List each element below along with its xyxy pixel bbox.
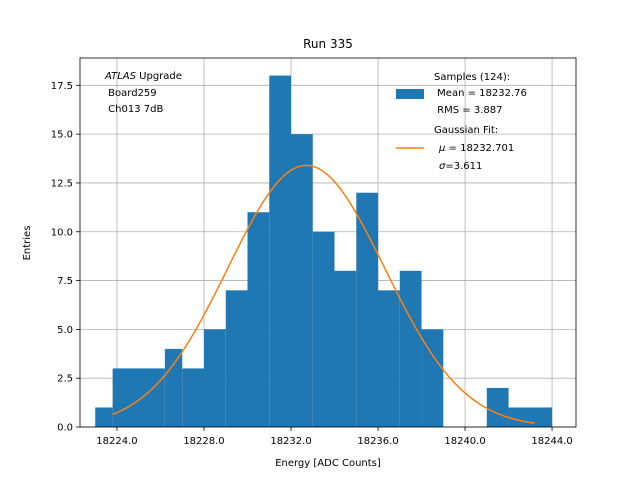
y-axis-label: Entries	[22, 226, 33, 261]
annotation-upgrade: Upgrade	[136, 71, 182, 82]
histogram-bar-16	[508, 407, 553, 427]
y-tick-label: 17.5	[51, 81, 73, 92]
gaussian-fit-curve	[112, 164, 535, 424]
chart-title: Run 335	[303, 37, 353, 51]
x-tick-label: 18236.0	[357, 436, 398, 447]
annotation-board: Board259	[105, 88, 157, 99]
atlas-annotation: ATLAS Upgrade Board259 Ch013 7dB	[104, 71, 182, 115]
histogram-bar-9	[312, 231, 335, 427]
y-tick-label: 5.0	[57, 325, 73, 336]
histogram-bar-12	[378, 290, 400, 427]
x-tick-label: 18228.0	[183, 436, 224, 447]
legend-mu-symbol: μ	[438, 143, 445, 154]
y-tick-label: 15.0	[51, 130, 73, 141]
legend-fit-sigma: σ=3.611	[439, 161, 482, 172]
plot-frame	[79, 57, 577, 428]
legend-fit-title: Gaussian Fit:	[434, 125, 498, 136]
histogram-bar-1	[112, 368, 165, 427]
y-tick-label: 7.5	[57, 276, 73, 287]
histogram-bar-14	[421, 329, 444, 427]
legend-sigma-value: =3.611	[445, 161, 482, 172]
legend-samples-swatch	[396, 89, 424, 99]
histogram-bar-0	[95, 407, 113, 427]
histogram-bars	[95, 75, 553, 428]
y-axis-ticks: 0.0 2.5 5.0 7.5 10.0 12.5 15.0 17.5	[51, 81, 80, 434]
legend: Samples (124): Mean = 18232.76 RMS = 3.8…	[396, 72, 527, 172]
histogram-bar-8	[291, 134, 313, 427]
legend-sigma-symbol: σ	[439, 161, 446, 172]
histogram-bar-7	[269, 75, 292, 428]
histogram-bar-15	[486, 387, 509, 427]
legend-samples-rms: RMS = 3.887	[434, 105, 502, 116]
histogram-bar-13	[399, 270, 422, 427]
histogram-bar-5	[225, 290, 248, 427]
y-tick-label: 0.0	[57, 423, 73, 434]
x-tick-label: 18232.0	[270, 436, 311, 447]
annotation-atlas: ATLAS	[104, 71, 137, 82]
histogram-bar-4	[204, 329, 226, 427]
histogram-bar-3	[182, 368, 204, 427]
x-tick-label: 18240.0	[444, 436, 485, 447]
legend-samples-mean: Mean = 18232.76	[434, 88, 527, 99]
histogram-bar-11	[356, 192, 379, 427]
histogram-bar-6	[247, 212, 270, 427]
y-tick-label: 12.5	[51, 178, 73, 189]
legend-samples-title: Samples (124):	[434, 72, 510, 83]
x-tick-label: 18244.0	[531, 436, 572, 447]
x-axis-label: Energy [ADC Counts]	[275, 458, 381, 469]
legend-fit-mu: μ = 18232.701	[438, 143, 514, 154]
x-tick-label: 18224.0	[96, 436, 137, 447]
annotation-line-1: ATLAS Upgrade	[104, 71, 182, 82]
histogram-bar-10	[334, 270, 357, 427]
y-tick-label: 10.0	[51, 227, 73, 238]
legend-mu-value: = 18232.701	[445, 143, 514, 154]
y-tick-label: 2.5	[57, 374, 73, 385]
annotation-channel: Ch013 7dB	[105, 104, 163, 115]
histogram-bar-2	[164, 348, 183, 427]
x-axis-ticks: 18224.0 18228.0 18232.0 18236.0 18240.0 18244…	[96, 427, 573, 447]
